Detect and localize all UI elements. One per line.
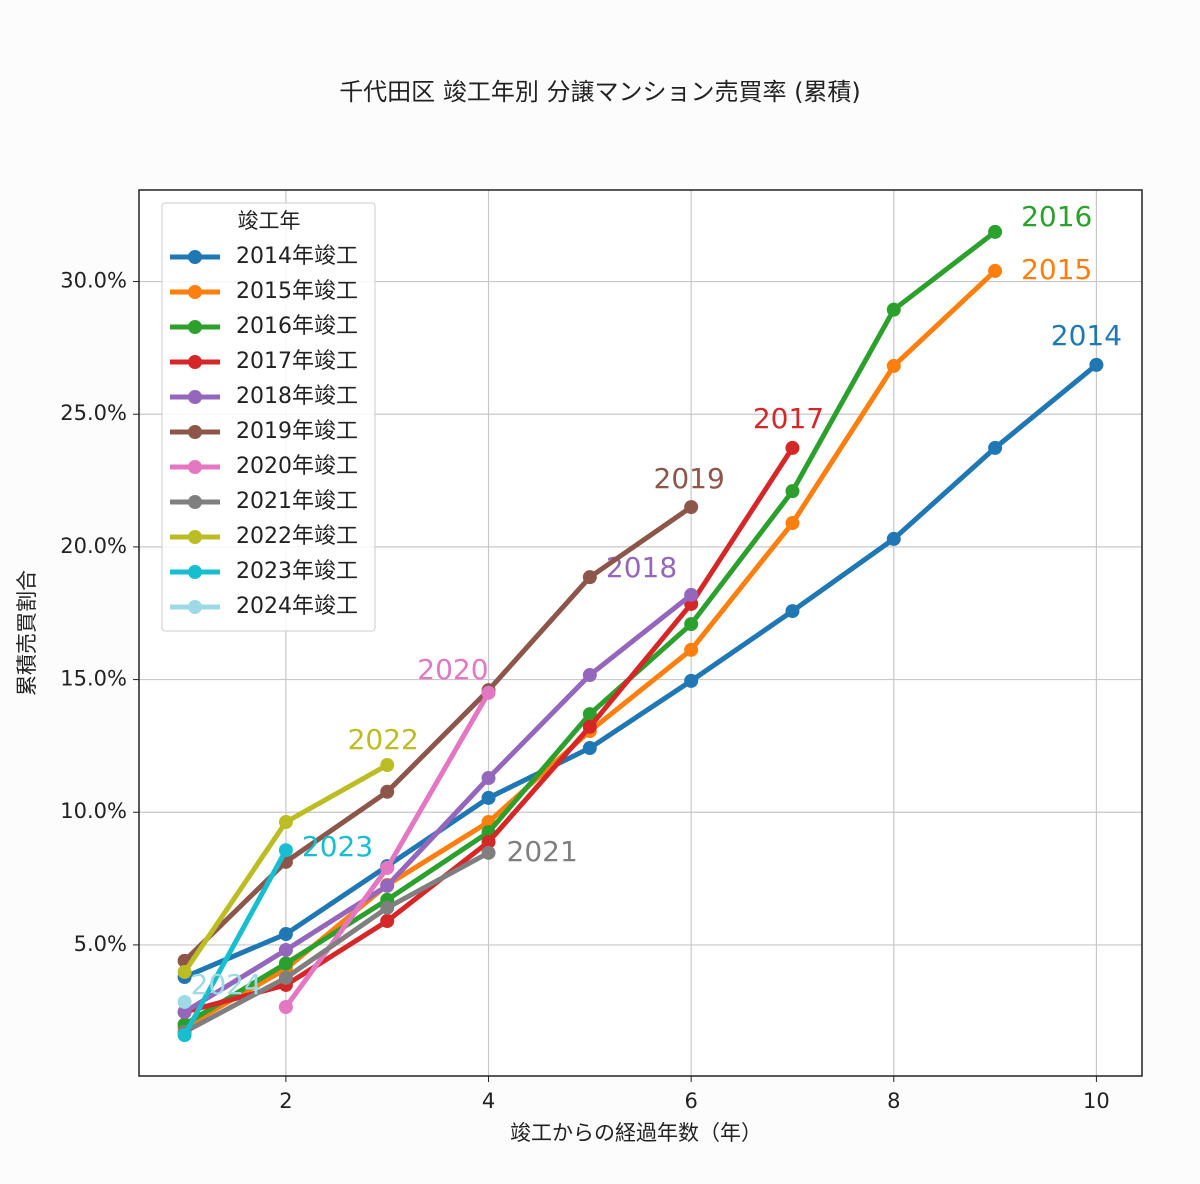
x-tick-label: 8 (887, 1089, 900, 1113)
data-point (278, 843, 293, 858)
end-label: 2016 (1021, 200, 1092, 233)
y-tick-label: 5.0% (74, 932, 127, 956)
data-point (380, 900, 395, 915)
data-point (684, 642, 699, 657)
legend-label: 2023年竣工 (236, 559, 358, 584)
data-point (785, 484, 800, 499)
legend-marker (188, 530, 202, 544)
y-tick-label: 25.0% (60, 401, 127, 425)
data-point (278, 815, 293, 830)
data-point (177, 964, 192, 979)
y-tick-label: 20.0% (60, 534, 127, 558)
x-axis-label: 竣工からの経過年数（年） (510, 1121, 762, 1145)
legend-marker (188, 320, 202, 334)
data-point (582, 707, 597, 722)
end-label: 2015 (1021, 253, 1092, 286)
legend-marker (188, 390, 202, 404)
data-point (481, 771, 496, 786)
end-label: 2014 (1051, 319, 1122, 352)
data-point (785, 604, 800, 619)
legend-label: 2018年竣工 (236, 384, 358, 409)
data-point (481, 845, 496, 860)
data-point (582, 741, 597, 756)
data-point (278, 970, 293, 985)
end-label: 2019 (654, 462, 725, 495)
y-tick-label: 15.0% (60, 667, 127, 691)
data-point (380, 758, 395, 773)
legend-marker (188, 355, 202, 369)
legend-label: 2020年竣工 (236, 454, 358, 479)
data-point (886, 358, 901, 373)
data-point (278, 927, 293, 942)
series-line (182, 848, 289, 1037)
data-point (278, 956, 293, 971)
data-point (481, 685, 496, 700)
data-point (886, 531, 901, 546)
data-point (177, 1005, 192, 1020)
legend-label: 2014年竣工 (236, 244, 358, 269)
data-point (380, 878, 395, 893)
legend-marker (188, 250, 202, 264)
data-point (684, 673, 699, 688)
data-point (988, 440, 1003, 455)
end-label: 2020 (417, 653, 488, 686)
end-label: 2022 (348, 723, 419, 756)
end-label: 2021 (507, 835, 578, 868)
data-point (684, 500, 699, 515)
legend-label: 2015年竣工 (236, 279, 358, 304)
data-point (380, 860, 395, 875)
x-tick-label: 2 (279, 1089, 292, 1113)
y-axis-label: 累積売買割合 (15, 570, 39, 696)
data-point (481, 790, 496, 805)
data-point (278, 1000, 293, 1015)
legend-label: 2024年竣工 (236, 594, 358, 619)
legend-marker (188, 425, 202, 439)
legend-label: 2021年竣工 (236, 489, 358, 514)
data-point (380, 784, 395, 799)
end-label: 2017 (753, 402, 824, 435)
series-line (183, 592, 693, 1015)
legend-label: 2022年竣工 (236, 524, 358, 549)
data-point (481, 834, 496, 849)
data-point (684, 587, 699, 602)
x-tick-label: 4 (482, 1089, 495, 1113)
data-point (278, 942, 293, 957)
data-point (988, 263, 1003, 278)
legend-marker (188, 460, 202, 474)
data-point (1089, 357, 1104, 372)
x-tick-label: 6 (684, 1089, 697, 1113)
data-point (177, 994, 192, 1009)
data-point (785, 516, 800, 531)
legend-marker (188, 285, 202, 299)
data-point (988, 224, 1003, 239)
data-point (582, 570, 597, 585)
legend-label: 2019年竣工 (236, 419, 358, 444)
data-point (785, 440, 800, 455)
chart-title: 千代田区 竣工年別 分譲マンション売買率 (累積) (339, 78, 861, 106)
legend-marker (188, 600, 202, 614)
y-tick-label: 10.0% (60, 799, 127, 823)
plot-frame (138, 189, 1143, 1077)
legend-box (161, 202, 376, 632)
end-label: 2024 (191, 968, 262, 1001)
data-point (684, 617, 699, 632)
data-point (582, 719, 597, 734)
data-point (177, 1028, 192, 1043)
legend-label: 2017年竣工 (236, 349, 358, 374)
legend-marker (188, 495, 202, 509)
data-point (582, 668, 597, 683)
x-tick-label: 10 (1083, 1089, 1110, 1113)
series-line (183, 850, 490, 1035)
end-label: 2023 (302, 830, 373, 863)
data-point (886, 302, 901, 317)
data-point (380, 914, 395, 929)
legend-label: 2016年竣工 (236, 314, 358, 339)
legend-marker (188, 565, 202, 579)
legend-title: 竣工年 (238, 209, 301, 233)
series-line (183, 362, 1098, 980)
y-tick-label: 30.0% (60, 269, 127, 293)
